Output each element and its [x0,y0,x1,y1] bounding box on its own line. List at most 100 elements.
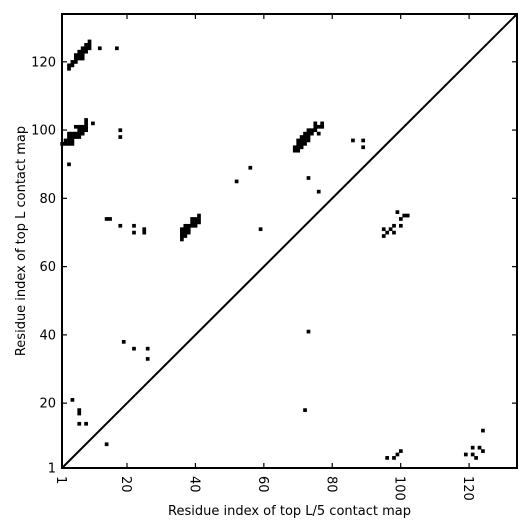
contact-point [104,442,109,447]
contact-point [70,138,75,143]
contact-point [121,339,126,344]
contact-point [197,220,201,225]
contact-point [77,49,82,54]
contact-point [183,230,188,235]
contact-point [463,452,468,457]
contact-point [67,66,71,71]
contact-point [80,124,85,129]
y-axis-title: Residue index of top L contact map [14,126,29,356]
contact-point [73,135,78,139]
contact-point [299,145,304,150]
y-tick-label: 60 [39,260,56,275]
contact-point [381,227,386,232]
contact-point [84,121,88,126]
contact-point [84,118,88,122]
x-tick-label: 120 [460,476,475,501]
contact-point [306,176,311,180]
contact-point [470,445,475,450]
contact-point [77,56,82,61]
contact-point [398,217,403,221]
x-tick-label: 20 [118,476,133,493]
contact-point [77,128,82,133]
contact-point [77,53,82,57]
x-axis-title: Residue index of top L/5 contact map [168,504,411,519]
contact-point [70,135,75,139]
contact-point [180,230,184,235]
contact-point [80,46,85,51]
contact-point [296,138,301,143]
contact-point [190,217,195,221]
contact-point [84,43,88,47]
contact-point [186,230,191,235]
y-tick-label: 100 [31,124,56,139]
contact-point [310,128,314,133]
contact-point [481,449,485,453]
y-tick-label: 120 [31,55,56,70]
contact-point [320,121,325,126]
contact-point [70,142,75,146]
y-tick-label: 20 [39,397,56,412]
contact-point [234,179,239,184]
contact-point [303,138,307,143]
contact-point [303,135,307,139]
contact-point [77,131,82,136]
contact-point [67,135,71,139]
contact-point [183,234,188,238]
contact-point [63,142,68,146]
contact-point [73,56,78,61]
contact-point [388,227,393,232]
x-tick-label: 60 [255,476,270,493]
contact-point [132,223,136,228]
contact-point [63,138,68,143]
contact-point [84,49,88,54]
contact-points [60,39,485,460]
contact-point [145,346,150,351]
contact-point [197,213,201,218]
contact-point [186,223,191,228]
contact-point [180,227,184,232]
x-tick-label: 40 [186,476,201,493]
contact-point [77,124,82,129]
contact-point [306,329,311,334]
contact-point [73,131,78,136]
y-tick-label: 1 [48,462,56,477]
contact-point [292,148,297,153]
contact-point [67,63,71,68]
contact-point [316,131,321,136]
contact-point [73,60,78,64]
contact-point [186,227,191,232]
contact-point [104,217,109,221]
contact-point [115,46,119,51]
contact-point [91,121,95,126]
contact-point [142,230,147,235]
contact-point [193,223,198,228]
contact-point [183,223,188,228]
contact-point [398,449,403,453]
x-tick-label: 100 [392,476,407,501]
contact-point [306,128,311,133]
contact-point [299,138,304,143]
contact-point [398,223,403,228]
contact-point [385,456,390,460]
contact-point [67,142,71,146]
contact-point [70,63,75,68]
contact-point [84,421,88,426]
contact-point [310,131,314,136]
contact-point [248,165,253,170]
contact-point [108,217,112,221]
y-tick-label: 80 [39,192,56,207]
contact-point [84,46,88,51]
contact-point [361,138,366,143]
contact-point [190,220,195,225]
contact-point [306,131,311,136]
contact-point [87,39,92,44]
contact-point [306,135,311,139]
contact-point [296,148,301,153]
contact-point [118,223,123,228]
contact-point [118,128,123,133]
contact-point [392,456,396,460]
contact-point [70,131,75,136]
plot-frame [61,13,518,469]
contact-point [405,213,410,218]
contact-point [296,145,301,150]
